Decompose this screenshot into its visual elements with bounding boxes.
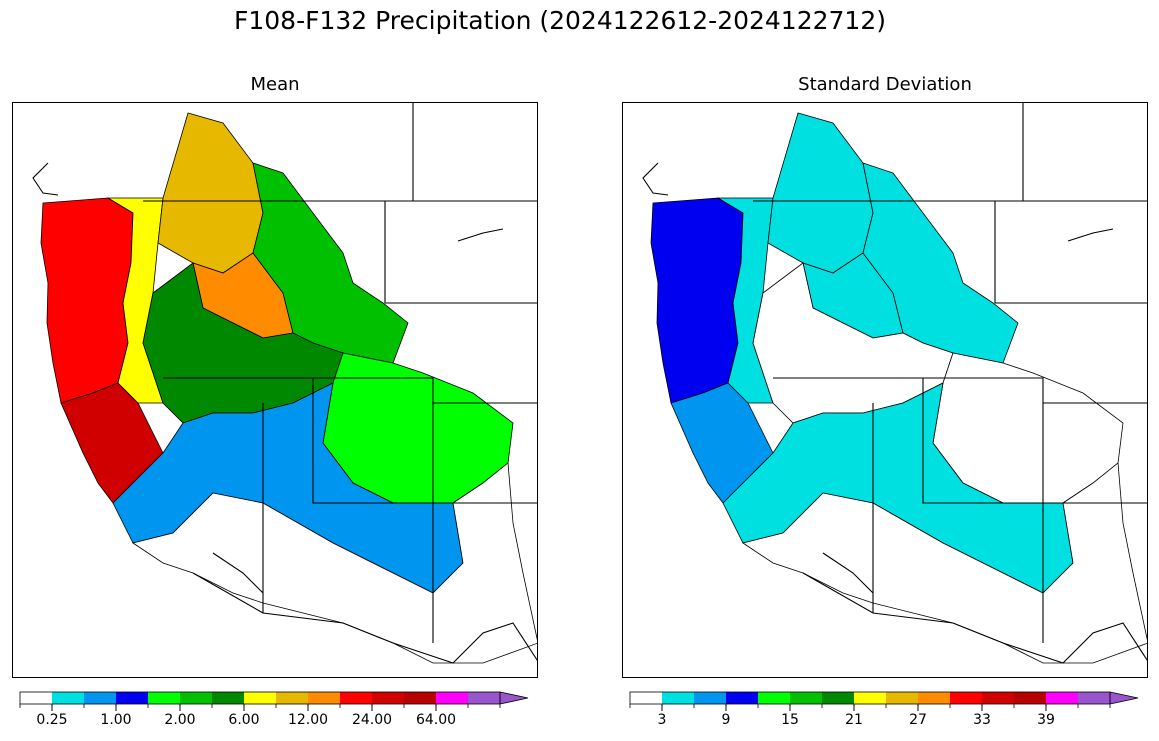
colorbar-segment [84,692,116,704]
mean-colorbar-graphic: 0.25 1.00 2.00 6.00 12.00 24.00 64.00 [19,691,529,728]
colorbar-tick-label: 39 [1037,712,1055,728]
colorbar-segment [436,692,468,704]
mean-panel-title: Mean [250,74,300,95]
colorbar-segment [52,692,84,704]
colorbar-tick-label: 9 [722,712,731,728]
colorbar-tick-label: 24.00 [352,712,392,728]
region-southwest-desert [132,462,537,664]
colorbar-segment [20,692,52,704]
colorbar-segment [244,692,276,704]
colorbar-tick-label: 21 [845,712,863,728]
region-pacific-northwest-coast [40,197,134,404]
stddev-map [642,103,1147,664]
figure-title: F108-F132 Precipitation (2024122612-2024… [233,6,886,35]
colorbar-segment [822,692,854,704]
region-northern-rockies [767,112,874,274]
mean-map-panel [12,102,538,678]
colorbar-segment [212,692,244,704]
colorbar-segment [1078,692,1110,704]
colorbar-extend-arrow [499,691,529,705]
colorbar-tick-label: 64.00 [416,712,456,728]
map-boundaries [642,103,1147,664]
colorbar-tick-label: 27 [909,712,927,728]
region-southwest-desert [742,462,1147,664]
map-boundaries [32,103,537,664]
colorbar-segment [1014,692,1046,704]
colorbar-tick-label: 12.00 [288,712,328,728]
stddev-colorbar-graphic: 3 9 15 21 27 33 39 [629,691,1139,728]
colorbar-tick-label: 33 [973,712,991,728]
colorbar-tick-label: 1.00 [100,712,131,728]
colorbar-segment [758,692,790,704]
colorbar-segment [790,692,822,704]
mean-colorbar: 0.25 1.00 2.00 6.00 12.00 24.00 64.00 [19,690,530,734]
colorbar-segment [276,692,308,704]
stddev-colorbar: 3 9 15 21 27 33 39 [629,690,1140,734]
colorbar-segment [630,692,662,704]
colorbar-segment [468,692,500,704]
colorbar-tick-label: 15 [781,712,799,728]
colorbar-segment [116,692,148,704]
colorbar-tick-label: 2.00 [164,712,195,728]
colorbar-segment [982,692,1014,704]
colorbar-tick-label: 3 [658,712,667,728]
region-pacific-northwest-coast [650,197,744,404]
colorbar-segment [662,692,694,704]
colorbar-segment [854,692,886,704]
colorbar-segment [726,692,758,704]
colorbar-segment [148,692,180,704]
colorbar-tick-label: 6.00 [228,712,259,728]
colorbar-segment [1046,692,1078,704]
colorbar-segment [886,692,918,704]
colorbar-segment [404,692,436,704]
stddev-panel-title: Standard Deviation [798,74,972,95]
mean-map [32,103,537,664]
colorbar-outline [19,691,501,705]
colorbar-segment [950,692,982,704]
colorbar-segment [308,692,340,704]
stddev-map-panel [622,102,1148,678]
colorbar-segment [694,692,726,704]
colorbar-segment [918,692,950,704]
colorbar-tick-label: 0.25 [36,712,67,728]
colorbar-outline [629,691,1111,705]
colorbar-segment [372,692,404,704]
region-northern-rockies [157,112,264,274]
colorbar-segment [340,692,372,704]
colorbar-extend-arrow [1109,691,1139,705]
colorbar-segment [180,692,212,704]
